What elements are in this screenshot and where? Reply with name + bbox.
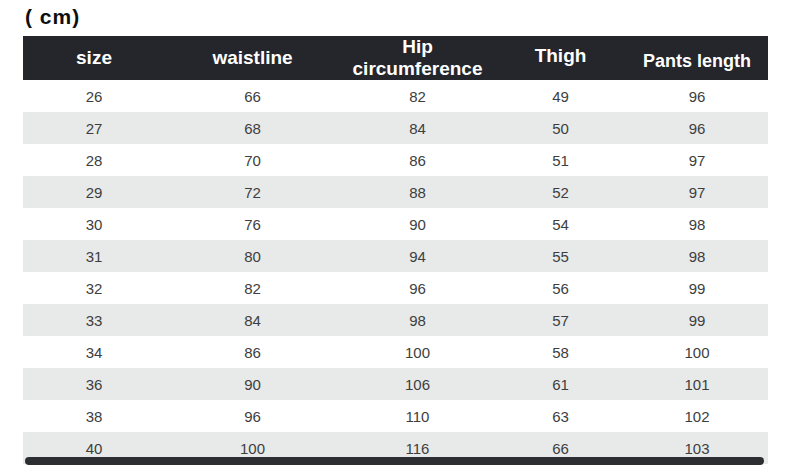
cell-size: 30 (23, 208, 165, 240)
cell-pants-length: 100 (626, 336, 768, 368)
cell-thigh: 50 (495, 112, 626, 144)
cell-thigh: 49 (495, 80, 626, 112)
column-header-pants-length: Pants length (626, 36, 768, 80)
cell-pants-length: 98 (626, 208, 768, 240)
cell-pants-length: 98 (626, 240, 768, 272)
cell-size: 27 (23, 112, 165, 144)
cell-pants-length: 97 (626, 176, 768, 208)
cell-hip-circumference: 106 (340, 368, 495, 400)
cell-waistline: 70 (165, 144, 340, 176)
cell-thigh: 63 (495, 400, 626, 432)
cell-thigh: 54 (495, 208, 626, 240)
cell-thigh: 57 (495, 304, 626, 336)
cell-size: 32 (23, 272, 165, 304)
cell-size: 36 (23, 368, 165, 400)
cell-size: 31 (23, 240, 165, 272)
cell-waistline: 82 (165, 272, 340, 304)
cell-waistline: 84 (165, 304, 340, 336)
cell-hip-circumference: 94 (340, 240, 495, 272)
column-header-waistline: waistline (165, 36, 340, 80)
cell-pants-length: 101 (626, 368, 768, 400)
column-header-pants-length-label: Pants length (643, 51, 751, 72)
cell-waistline: 90 (165, 368, 340, 400)
cell-pants-length: 102 (626, 400, 768, 432)
cell-hip-circumference: 90 (340, 208, 495, 240)
column-header-hip-circumference-label: Hip circumference (340, 36, 495, 80)
cell-hip-circumference: 88 (340, 176, 495, 208)
cell-thigh: 55 (495, 240, 626, 272)
cell-hip-circumference: 82 (340, 80, 495, 112)
cell-hip-circumference: 98 (340, 304, 495, 336)
table-header: size waistline Hip circumference Thigh P… (23, 36, 768, 80)
table-row: 389611063102 (23, 400, 768, 432)
cell-size: 33 (23, 304, 165, 336)
header-row: size waistline Hip circumference Thigh P… (23, 36, 768, 80)
column-header-waistline-label: waistline (212, 47, 292, 69)
table-row: 369010661101 (23, 368, 768, 400)
cell-waistline: 86 (165, 336, 340, 368)
cell-waistline: 68 (165, 112, 340, 144)
table-row: 2768845096 (23, 112, 768, 144)
cell-hip-circumference: 86 (340, 144, 495, 176)
cell-hip-circumference: 96 (340, 272, 495, 304)
table-row: 2666824996 (23, 80, 768, 112)
table-row: 3282965699 (23, 272, 768, 304)
cell-size: 38 (23, 400, 165, 432)
table-row: 3076905498 (23, 208, 768, 240)
table-row: 3384985799 (23, 304, 768, 336)
table-body: 2666824996276884509628708651972972885297… (23, 80, 768, 464)
cell-thigh: 58 (495, 336, 626, 368)
cell-thigh: 51 (495, 144, 626, 176)
cell-pants-length: 96 (626, 112, 768, 144)
column-header-thigh: Thigh (495, 36, 626, 80)
table-row: 3180945598 (23, 240, 768, 272)
cell-pants-length: 96 (626, 80, 768, 112)
column-header-size-label: size (76, 47, 112, 69)
footer-bar (25, 457, 764, 465)
cell-waistline: 96 (165, 400, 340, 432)
cell-waistline: 72 (165, 176, 340, 208)
cell-size: 29 (23, 176, 165, 208)
cell-thigh: 56 (495, 272, 626, 304)
cell-size: 34 (23, 336, 165, 368)
cell-waistline: 66 (165, 80, 340, 112)
cell-pants-length: 99 (626, 272, 768, 304)
table-row: 348610058100 (23, 336, 768, 368)
cell-thigh: 52 (495, 176, 626, 208)
cell-thigh: 61 (495, 368, 626, 400)
table-row: 2870865197 (23, 144, 768, 176)
cell-hip-circumference: 110 (340, 400, 495, 432)
column-header-size: size (23, 36, 165, 80)
cell-hip-circumference: 100 (340, 336, 495, 368)
column-header-hip-circumference: Hip circumference (340, 36, 495, 80)
unit-label: ( cm) (25, 5, 80, 29)
column-header-thigh-label: Thigh (535, 45, 587, 67)
cell-hip-circumference: 84 (340, 112, 495, 144)
cell-pants-length: 99 (626, 304, 768, 336)
cell-waistline: 76 (165, 208, 340, 240)
size-chart-table: size waistline Hip circumference Thigh P… (23, 36, 768, 464)
cell-size: 28 (23, 144, 165, 176)
cell-size: 26 (23, 80, 165, 112)
cell-pants-length: 97 (626, 144, 768, 176)
table-row: 2972885297 (23, 176, 768, 208)
cell-waistline: 80 (165, 240, 340, 272)
